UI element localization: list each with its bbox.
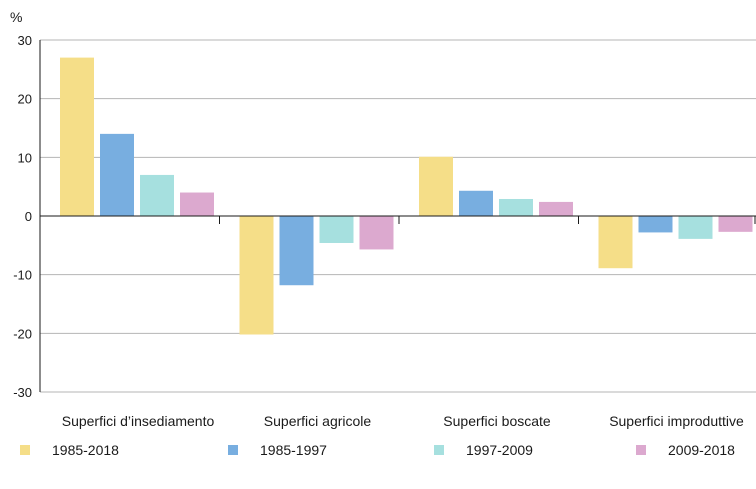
- bar: [598, 216, 633, 269]
- bar: [718, 216, 753, 232]
- y-tick-label: -20: [13, 326, 32, 341]
- legend-label: 1985-2018: [52, 442, 119, 458]
- legend-label: 1985-1997: [260, 442, 327, 458]
- legend-swatch: [228, 445, 238, 455]
- y-tick-label: 20: [18, 92, 32, 107]
- legend-label: 2009-2018: [668, 442, 735, 458]
- category-label: Superfici improduttive: [609, 413, 744, 429]
- y-tick-label: -10: [13, 268, 32, 283]
- bar: [539, 201, 573, 216]
- category-label: Superfici d’insediamento: [62, 413, 215, 429]
- legend-item: 1985-1997: [228, 438, 327, 462]
- bar: [359, 216, 394, 250]
- y-tick-label: 10: [18, 150, 32, 165]
- legend-swatch: [434, 445, 444, 455]
- bar-chart: % 30 20 10 0 -10 -20 -30 Superfici d’insediame…: [10, 9, 756, 429]
- category-label: Superfici boscate: [443, 413, 551, 429]
- legend-swatch: [636, 445, 646, 455]
- bar: [678, 216, 713, 239]
- legend-item: 1985-2018: [20, 438, 119, 462]
- bar: [60, 57, 94, 216]
- bar: [638, 216, 673, 233]
- bar: [180, 192, 214, 216]
- category-label: Superfici agricole: [264, 413, 372, 429]
- y-tick-label: 30: [18, 33, 32, 48]
- gridlines: [40, 39, 756, 393]
- y-tick-label: -30: [13, 385, 32, 400]
- legend-swatch: [20, 445, 30, 455]
- bar: [279, 216, 314, 286]
- bar: [319, 216, 354, 243]
- bar: [459, 190, 493, 216]
- y-unit-label: %: [10, 9, 22, 25]
- bar: [239, 216, 274, 335]
- bar: [100, 133, 134, 216]
- y-tick-label: 0: [25, 209, 32, 224]
- bar: [419, 156, 453, 216]
- bars: [60, 57, 753, 335]
- legend-item: 2009-2018: [636, 438, 735, 462]
- bar: [140, 174, 174, 216]
- zero-axis: [39, 215, 756, 224]
- category-labels: Superfici d’insediamento Superfici agrico…: [62, 413, 744, 429]
- legend-item: 1997-2009: [434, 438, 533, 462]
- y-axis-ticks: 30 20 10 0 -10 -20 -30: [13, 33, 41, 400]
- bar: [499, 198, 533, 216]
- legend: 1985-2018 1985-1997 1997-2009 2009-2018: [0, 438, 756, 462]
- legend-label: 1997-2009: [466, 442, 533, 458]
